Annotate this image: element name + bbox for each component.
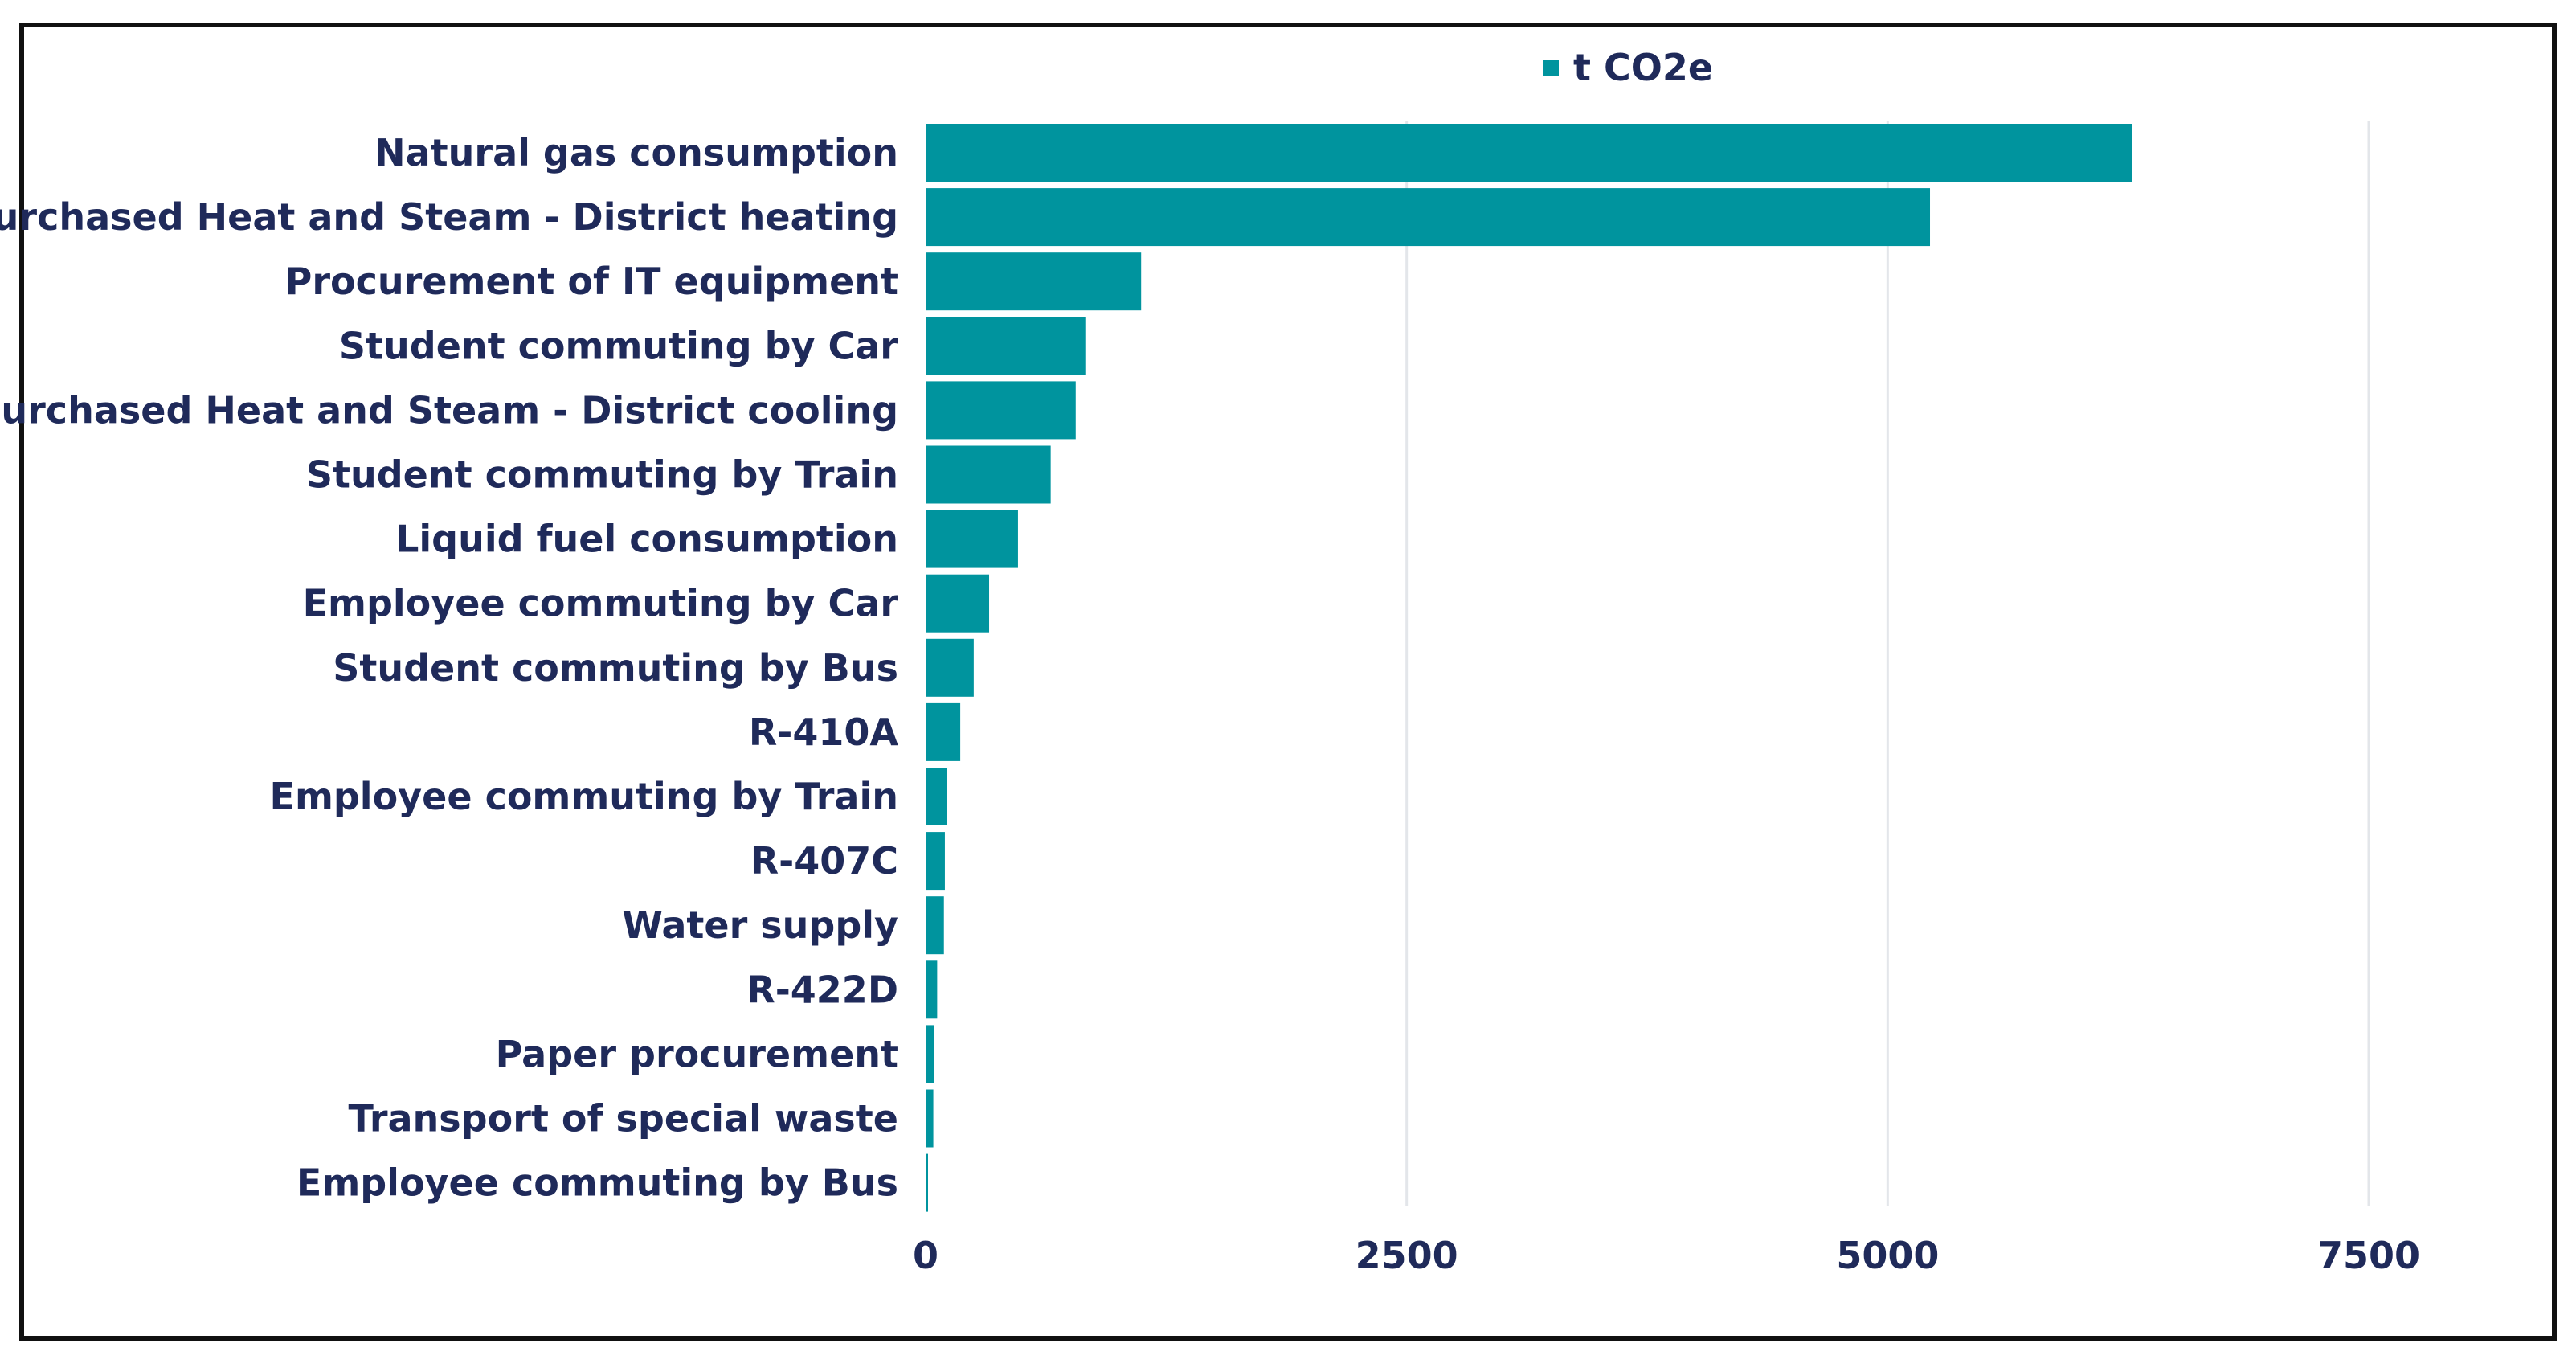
category-label: Transport of special waste <box>349 1097 899 1141</box>
bar <box>926 188 1931 247</box>
bar <box>926 832 945 891</box>
bar <box>926 510 1018 568</box>
category-label: Liquid fuel consumption <box>395 518 898 561</box>
bar <box>926 252 1142 311</box>
gridlines <box>1405 121 2370 1206</box>
bar <box>926 381 1076 440</box>
legend-label: t CO2e <box>1573 46 1713 89</box>
category-label: Purchased Heat and Steam - District cool… <box>0 388 898 432</box>
x-tick-label: 5000 <box>1836 1234 1939 1277</box>
x-tick-labels: 0 2500 5000 7500 <box>913 1234 2420 1277</box>
category-label: Natural gas consumption <box>374 131 898 174</box>
bar <box>926 896 944 955</box>
x-tick-label: 0 <box>913 1234 938 1277</box>
category-label: Student commuting by Train <box>306 453 898 497</box>
legend: t CO2e <box>1543 46 1713 89</box>
bar <box>926 1153 928 1212</box>
category-labels: Natural gas consumption Purchased Heat an… <box>0 131 898 1205</box>
bar <box>926 445 1051 504</box>
category-label: Employee commuting by Bus <box>296 1161 898 1205</box>
x-tick-label: 2500 <box>1355 1234 1458 1277</box>
bars <box>926 124 2132 1212</box>
bar <box>926 768 947 825</box>
category-label: Employee commuting by Train <box>270 775 898 818</box>
category-label: Procurement of IT equipment <box>285 260 898 303</box>
bar <box>926 574 990 633</box>
bar <box>926 1089 934 1148</box>
bar <box>926 702 961 761</box>
bar <box>926 317 1086 375</box>
category-label: Student commuting by Bus <box>333 646 898 690</box>
bar <box>926 1025 934 1083</box>
bar <box>926 638 974 697</box>
category-label: Employee commuting by Car <box>303 582 899 625</box>
category-label: Purchased Heat and Steam - District heat… <box>0 195 898 239</box>
bar <box>926 960 938 1019</box>
category-label: Student commuting by Car <box>339 324 898 367</box>
x-tick-label: 7500 <box>2317 1234 2420 1277</box>
category-label: R-407C <box>750 839 898 883</box>
legend-swatch <box>1543 60 1559 76</box>
category-label: R-410A <box>749 711 899 754</box>
category-label: Water supply <box>622 903 898 947</box>
category-label: R-422D <box>746 968 898 1011</box>
category-label: Paper procurement <box>496 1032 898 1075</box>
bar <box>926 124 2132 182</box>
